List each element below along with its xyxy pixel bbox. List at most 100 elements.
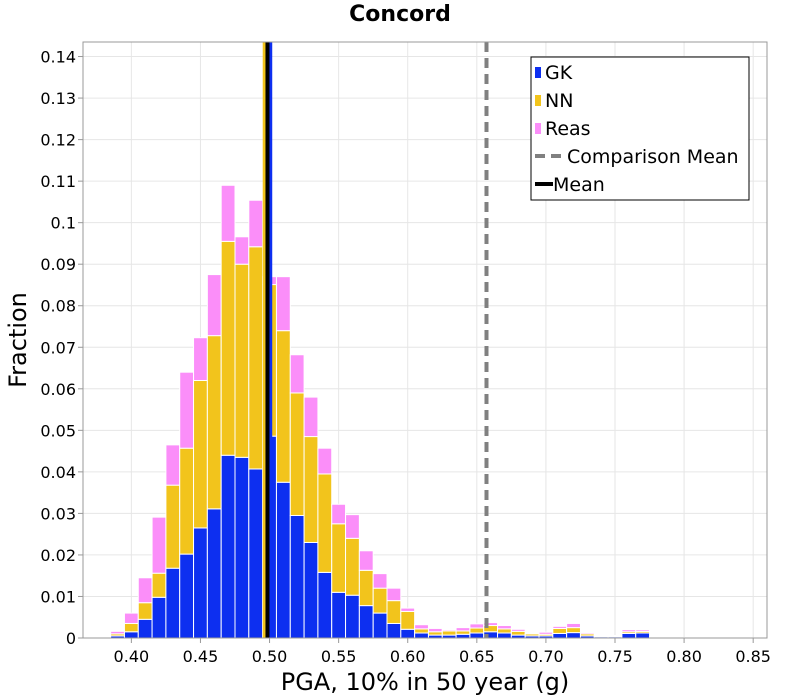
bar-nn [552, 627, 568, 634]
bar-nn [414, 628, 429, 634]
bar-reas [552, 625, 568, 629]
bar-nn [497, 628, 512, 634]
x-tick-label: 0.55 [321, 647, 357, 666]
bar-gk [317, 571, 333, 639]
bar-nn [510, 630, 526, 636]
bar-reas [275, 276, 291, 332]
bar-nn [165, 484, 181, 569]
x-tick-label: 0.65 [459, 647, 495, 666]
bar-reas [206, 274, 222, 337]
legend: GK NN Reas Comparison Mean Mean [530, 56, 750, 201]
legend-swatch [535, 67, 541, 78]
bar-reas [345, 514, 360, 539]
y-tick-label: 0.11 [40, 172, 76, 191]
bar-reas [137, 577, 153, 604]
bar-reas [386, 587, 402, 602]
y-tick-label: 0.07 [40, 338, 76, 357]
bar-reas [400, 607, 416, 612]
bar-reas [538, 631, 554, 635]
bar-reas [510, 628, 526, 632]
bar-nn [193, 379, 208, 529]
y-tick-label: 0.02 [40, 546, 76, 565]
bar-nn [206, 335, 222, 510]
bar-gk [414, 632, 429, 639]
y-tick-label: 0.14 [40, 48, 76, 67]
bar-reas [593, 634, 609, 637]
legend-swatch [535, 95, 541, 106]
bar-nn [345, 537, 360, 596]
x-tick-label: 0.50 [252, 647, 288, 666]
y-tick-label: 0.1 [51, 214, 76, 233]
x-tick-label: 0.75 [597, 647, 633, 666]
bar-nn [275, 330, 291, 483]
bar-gk [123, 631, 139, 639]
bar-gk [289, 514, 305, 639]
bar-reas [566, 622, 581, 629]
bar-reas [193, 337, 208, 381]
x-axis-label: PGA, 10% in 50 year (g) [281, 668, 570, 696]
bar-reas [234, 236, 250, 265]
bars-layer [96, 184, 747, 639]
legend-label: NN [545, 90, 573, 112]
bar-reas [497, 625, 512, 630]
bar-nn [179, 447, 195, 555]
bar-gk [137, 618, 153, 639]
legend-label: GK [545, 62, 573, 84]
bar-gk [206, 508, 222, 639]
bar-reas [455, 627, 471, 632]
bar-reas [414, 624, 429, 630]
bar-gk [372, 612, 388, 639]
bar-nn [234, 263, 250, 458]
y-tick-label: 0.06 [40, 380, 76, 399]
bar-nn [331, 523, 347, 593]
bar-reas [427, 627, 443, 633]
bar-gk [552, 632, 568, 639]
bar-gk [151, 596, 167, 639]
bar-nn [386, 600, 402, 624]
bar-reas [123, 612, 139, 624]
bar-reas [151, 516, 167, 574]
bar-nn [123, 622, 139, 633]
bar-reas [469, 623, 485, 629]
legend-box [530, 56, 750, 201]
bar-nn [400, 610, 416, 630]
bar-reas [220, 184, 236, 242]
bar-reas [303, 396, 319, 438]
bar-nn [289, 392, 305, 516]
bar-gk [303, 541, 319, 639]
legend-label: Reas [545, 118, 591, 140]
legend-label: Mean [553, 174, 605, 196]
bar-reas [372, 573, 388, 589]
bar-nn [358, 569, 374, 607]
chart-title: Concord [349, 2, 451, 27]
bar-reas [110, 630, 125, 635]
x-tick-label: 0.45 [183, 647, 219, 666]
bar-gk [234, 456, 250, 639]
ticks-layer: 0.40 0.45 0.50 0.55 0.60 0.65 0.70 0.75 0.80 0.85… [40, 48, 771, 666]
y-tick-label: 0.09 [40, 255, 76, 274]
bar-nn [441, 630, 457, 636]
y-tick-label: 0 [66, 629, 76, 648]
bar-nn [248, 246, 264, 470]
bar-gk [400, 628, 416, 639]
bar-nn [469, 627, 485, 634]
y-tick-label: 0.05 [40, 421, 76, 440]
bar-gk [469, 632, 485, 639]
bar-reas [441, 629, 457, 632]
y-tick-label: 0.13 [40, 89, 76, 108]
bar-gk [566, 632, 581, 639]
bar-reas [165, 444, 181, 486]
bar-gk [331, 591, 347, 639]
plot-frame [82, 41, 768, 639]
bar-gk [635, 632, 651, 639]
bar-gk [621, 632, 637, 639]
bar-gk [497, 632, 512, 639]
bar-nn [372, 587, 388, 614]
bar-reas [579, 632, 595, 635]
bar-nn [566, 627, 581, 634]
bar-reas [524, 632, 540, 635]
bar-gk [179, 553, 195, 639]
bar-reas [621, 629, 637, 633]
